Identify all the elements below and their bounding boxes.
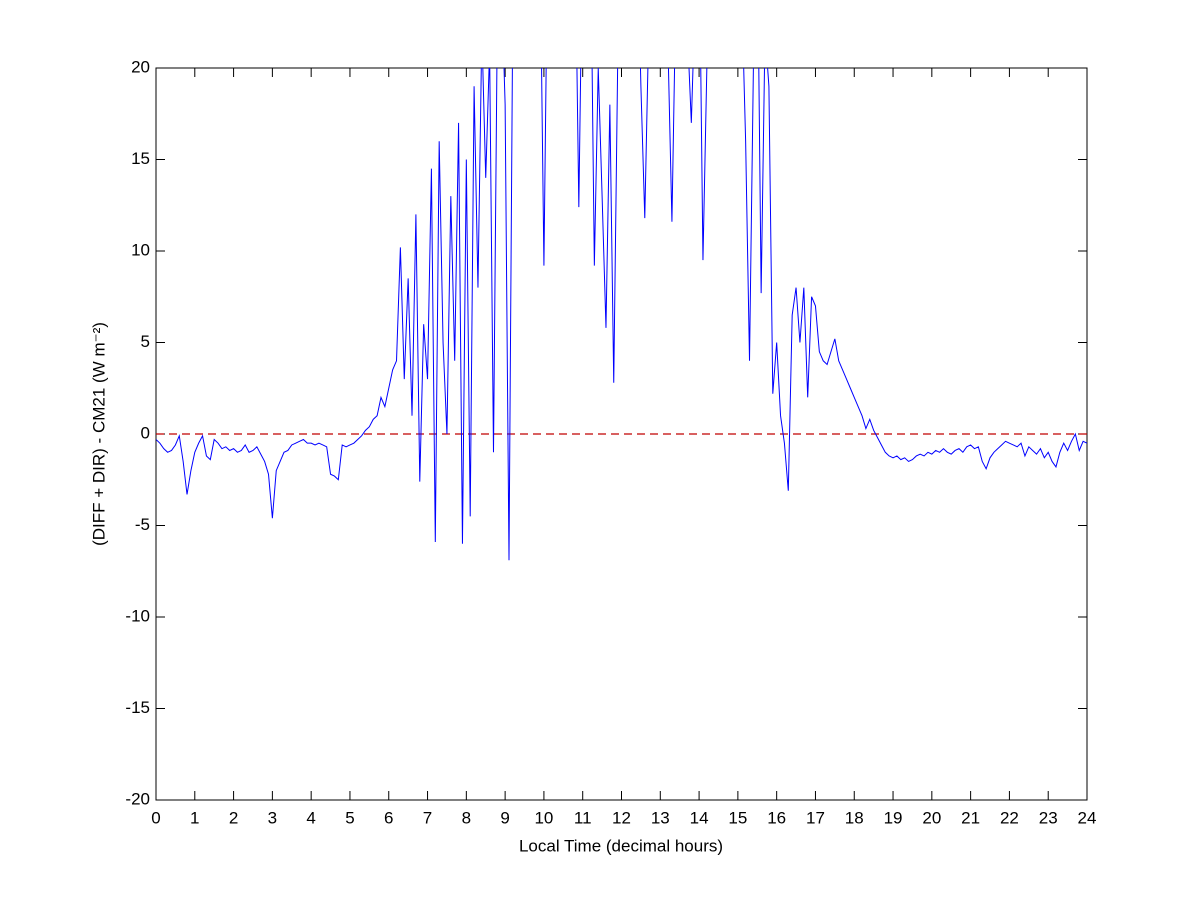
plot-area (155, 67, 1088, 801)
y-tick-label: 20 (131, 57, 150, 76)
x-tick-label: 19 (884, 808, 903, 827)
x-tick-label: 3 (268, 808, 277, 827)
x-tick-label: 2 (229, 808, 238, 827)
y-tick-label: 0 (141, 423, 150, 442)
y-tick-label: -20 (125, 789, 150, 808)
y-tick-label: 15 (131, 149, 150, 168)
x-tick-label: 20 (922, 808, 941, 827)
x-tick-label: 13 (651, 808, 670, 827)
x-tick-label: 14 (690, 808, 709, 827)
x-tick-label: 17 (806, 808, 825, 827)
x-tick-label: 5 (345, 808, 354, 827)
y-tick-label: -15 (125, 698, 150, 717)
x-tick-label: 4 (306, 808, 315, 827)
x-tick-label: 8 (462, 808, 471, 827)
x-tick-label: 9 (500, 808, 509, 827)
y-axis-label: (DIFF + DIR) - CM21 (W m⁻²) (89, 322, 108, 546)
y-tick-label: 10 (131, 240, 150, 259)
x-axis-label: Local Time (decimal hours) (519, 836, 723, 855)
x-tick-label: 0 (151, 808, 160, 827)
y-tick-label: -5 (135, 515, 150, 534)
y-tick-label: 5 (141, 332, 150, 351)
x-tick-label: 1 (190, 808, 199, 827)
x-tick-label: 10 (534, 808, 553, 827)
x-tick-label: 7 (423, 808, 432, 827)
x-tick-label: 12 (612, 808, 631, 827)
x-tick-label: 23 (1039, 808, 1058, 827)
x-tick-label: 21 (961, 808, 980, 827)
x-tick-label: 15 (728, 808, 747, 827)
x-tick-label: 16 (767, 808, 786, 827)
data-line (156, 68, 1087, 561)
x-tick-label: 11 (574, 808, 592, 827)
x-tick-label: 18 (845, 808, 864, 827)
x-tick-label: 22 (1000, 808, 1019, 827)
y-tick-label: -10 (125, 606, 150, 625)
x-tick-label: 24 (1078, 808, 1097, 827)
x-tick-label: 6 (384, 808, 393, 827)
